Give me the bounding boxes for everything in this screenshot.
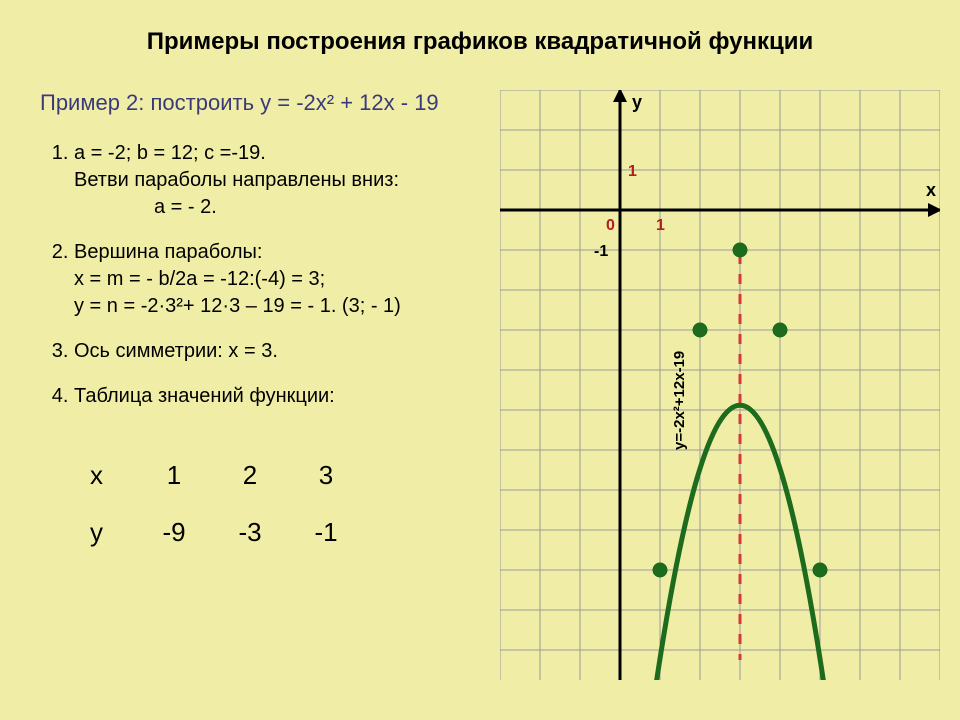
table-row-y: у -9 -3 -1 [90, 517, 346, 548]
table-y-val-0: -9 [154, 517, 194, 548]
step-1-line-a: а = -2; b = 12; с =-19. [74, 142, 266, 164]
page-title: Примеры построения графиков квадратичной… [0, 28, 960, 56]
plot-point-0 [653, 563, 667, 577]
step-1: а = -2; b = 12; с =-19. Ветви параболы н… [74, 140, 490, 221]
tick-y-neg1: -1 [594, 243, 608, 260]
plot-point-1 [693, 323, 707, 337]
table-y-val-2: -1 [306, 517, 346, 548]
tick-x-1: 1 [656, 217, 665, 234]
step-2-line-a: Вершина параболы: [74, 241, 262, 263]
curve-equation-label: y=-2x²+12x-19 [671, 351, 688, 450]
value-table: х 1 2 3 у -9 -3 -1 [90, 460, 346, 574]
table-row-x: х 1 2 3 [90, 460, 346, 491]
table-y-label: у [90, 517, 118, 548]
table-y-val-1: -3 [230, 517, 270, 548]
example-subtitle: Пример 2: построить у = -2х² + 12х - 19 [40, 90, 439, 116]
steps-list: а = -2; b = 12; с =-19. Ветви параболы н… [40, 140, 490, 428]
x-axis-label: х [926, 180, 936, 200]
table-x-val-2: 3 [306, 460, 346, 491]
step-2: Вершина параболы: x = m = - b/2a = -12:(… [74, 239, 490, 320]
plot-point-2 [733, 243, 747, 257]
table-x-val-1: 2 [230, 460, 270, 491]
plot-point-4 [813, 563, 827, 577]
plot-point-3 [773, 323, 787, 337]
step-2-line-b: x = m = - b/2a = -12:(-4) = 3; [74, 268, 325, 290]
table-x-label: х [90, 460, 118, 491]
origin-label: 0 [606, 217, 615, 234]
step-1-line-c: а = - 2. [74, 194, 217, 221]
step-4: Таблица значений функции: [74, 383, 490, 410]
table-x-val-0: 1 [154, 460, 194, 491]
step-1-line-b: Ветви параболы направлены вниз: [74, 169, 399, 191]
y-axis-label: у [632, 92, 642, 112]
step-2-line-c: y = n = -2·3²+ 12·3 – 19 = - 1. (3; - 1) [74, 295, 401, 317]
parabola-chart: у х 0 1 1 -1 y=-2x²+12x-19 [500, 90, 940, 685]
step-3: Ось симметрии: х = 3. [74, 338, 490, 365]
tick-y-1: 1 [628, 163, 637, 180]
